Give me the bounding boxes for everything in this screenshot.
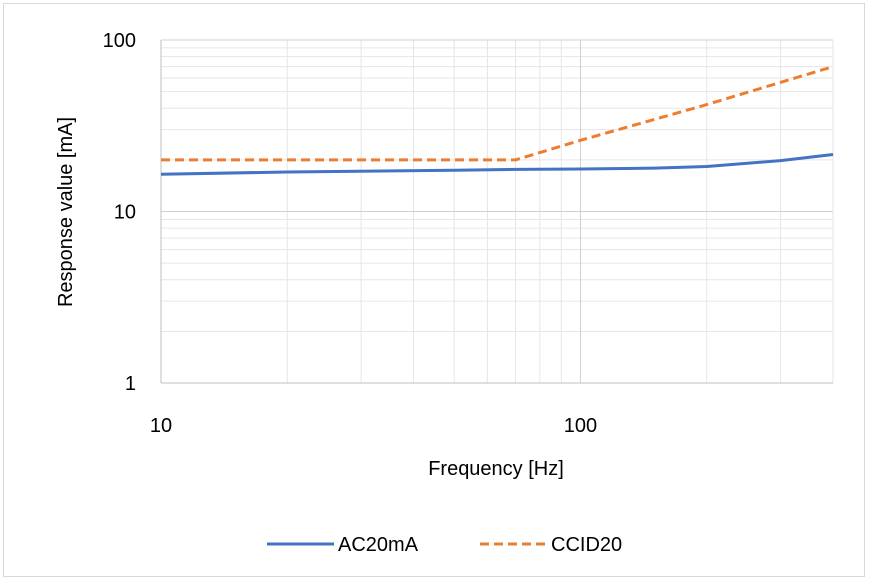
chart-area — [3, 3, 865, 577]
legend-label-ccid20: CCID20 — [551, 534, 622, 556]
x-tick-label: 10 — [150, 415, 172, 437]
legend-label-ac20ma: AC20mA — [338, 534, 419, 556]
x-axis-title: Frequency [Hz] — [428, 458, 564, 480]
x-tick-label: 100 — [564, 415, 597, 437]
series-line-ac20ma — [160, 153, 834, 176]
series-group — [160, 65, 834, 176]
series-line-ccid20 — [161, 65, 834, 162]
legend: AC20mA CCID20 — [267, 534, 622, 556]
tick-labels: 10 100 1 10 100 — [103, 30, 598, 437]
y-tick-label: 10 — [114, 202, 136, 224]
grid — [160, 39, 834, 384]
y-tick-label: 100 — [103, 30, 136, 52]
y-axis-title: Response value [mA] — [55, 117, 77, 307]
y-tick-label: 1 — [125, 373, 136, 395]
